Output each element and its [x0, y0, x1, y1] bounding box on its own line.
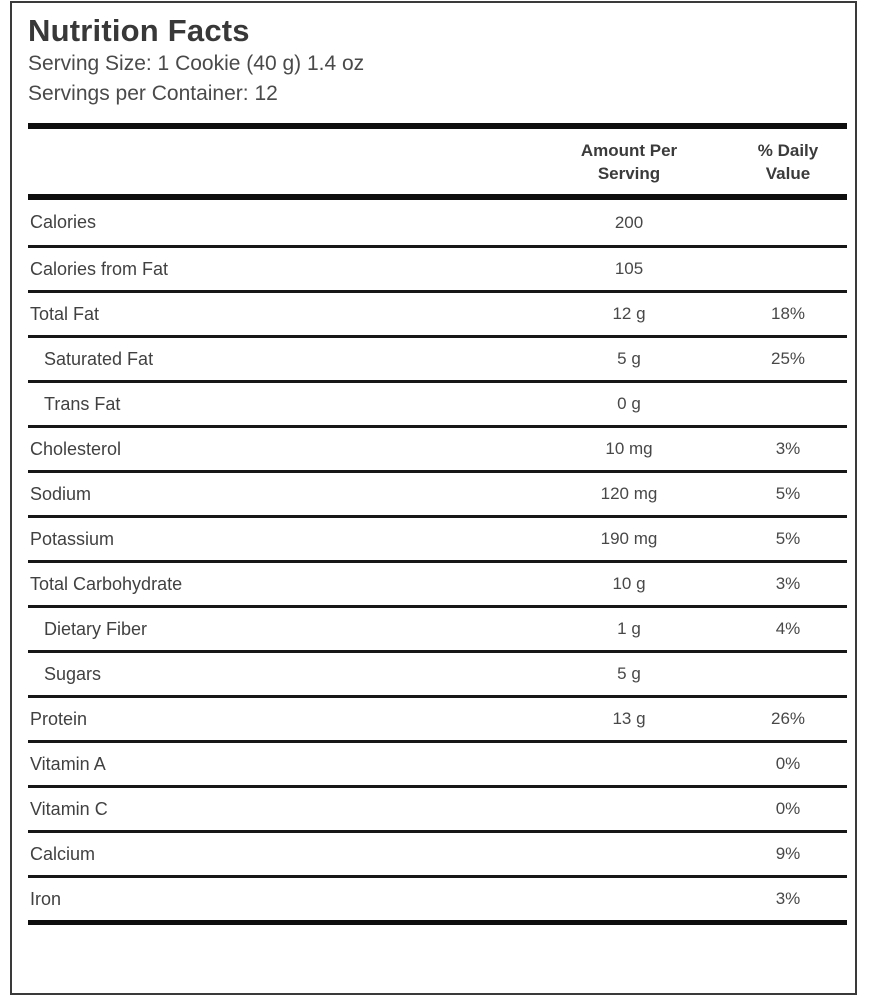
nutrient-daily-value: 3% — [775, 889, 801, 909]
table-row: Iron 3% — [28, 875, 847, 920]
nutrition-facts-label: Nutrition Facts Serving Size: 1 Cookie (… — [10, 1, 857, 995]
nutrient-name: Protein — [30, 708, 88, 729]
nutrient-name: Trans Fat — [44, 393, 121, 414]
nutrient-daily-value: 0% — [775, 754, 801, 774]
nutrient-daily-value: 3% — [775, 574, 801, 594]
daily-value-header: % Daily Value — [757, 140, 819, 184]
nutrient-amount: 5 g — [617, 349, 641, 369]
nutrient-name: Calcium — [30, 843, 96, 864]
nutrient-name: Iron — [30, 888, 62, 909]
header-bottom-bar — [28, 194, 847, 201]
nutrient-amount: 120 mg — [600, 484, 658, 504]
nutrient-name: Calories from Fat — [30, 258, 169, 279]
table-row: Total Fat 12 g 18% — [28, 290, 847, 335]
table-row: Calcium 9% — [28, 830, 847, 875]
nutrient-name: Vitamin A — [30, 753, 106, 774]
nutrient-name: Calories — [30, 212, 97, 233]
page-title: Nutrition Facts — [28, 13, 250, 48]
table-row: Vitamin C 0% — [28, 785, 847, 830]
nutrient-daily-value: 26% — [770, 709, 806, 729]
table-row: Protein 13 g 26% — [28, 695, 847, 740]
nutrient-name: Saturated Fat — [44, 348, 154, 369]
nutrient-daily-value: 9% — [775, 844, 801, 864]
nutrient-name: Total Carbohydrate — [30, 573, 183, 594]
header-top-bar — [28, 122, 847, 129]
table-row: Trans Fat 0 g — [28, 380, 847, 425]
nutrient-name: Sugars — [44, 663, 102, 684]
nutrient-amount: 0 g — [617, 394, 641, 414]
amount-per-serving-header: Amount Per Serving — [580, 140, 678, 184]
nutrient-column-header — [28, 139, 529, 187]
nutrient-amount: 200 — [614, 212, 644, 232]
nutrient-amount: 190 mg — [600, 529, 658, 549]
nutrient-daily-value: 5% — [775, 484, 801, 504]
servings-per-container-text: Servings per Container: 12 — [28, 81, 278, 105]
table-body: Calories 200 Calories from Fat 105 Total… — [28, 200, 847, 920]
table-row: Calories 200 — [28, 200, 847, 245]
nutrient-amount: 10 mg — [605, 439, 653, 459]
nutrient-daily-value: 0% — [775, 799, 801, 819]
nutrient-amount: 12 g — [612, 304, 646, 324]
nutrient-name: Total Fat — [30, 303, 100, 324]
nutrient-name: Cholesterol — [30, 438, 122, 459]
nutrient-daily-value: 3% — [775, 439, 801, 459]
table-row: Calories from Fat 105 — [28, 245, 847, 290]
nutrient-daily-value: 4% — [775, 619, 801, 639]
table-row: Sodium 120 mg 5% — [28, 470, 847, 515]
nutrient-daily-value: 5% — [775, 529, 801, 549]
table-row: Dietary Fiber 1 g 4% — [28, 605, 847, 650]
table-row: Potassium 190 mg 5% — [28, 515, 847, 560]
nutrient-amount: 5 g — [617, 664, 641, 684]
table-row: Cholesterol 10 mg 3% — [28, 425, 847, 470]
nutrient-name: Sodium — [30, 483, 92, 504]
table-row: Total Carbohydrate 10 g 3% — [28, 560, 847, 605]
table-header-row: Amount Per Serving % Daily Value — [28, 129, 847, 195]
nutrient-daily-value: 25% — [770, 349, 806, 369]
nutrition-table: Amount Per Serving % Daily Value Calorie… — [28, 122, 847, 926]
table-row: Vitamin A 0% — [28, 740, 847, 785]
table-row: Saturated Fat 5 g 25% — [28, 335, 847, 380]
nutrient-name: Potassium — [30, 528, 115, 549]
nutrient-name: Dietary Fiber — [44, 618, 148, 639]
table-bottom-bar — [28, 920, 847, 926]
nutrient-daily-value: 18% — [770, 304, 806, 324]
nutrient-name: Vitamin C — [30, 798, 108, 819]
nutrient-amount: 1 g — [617, 619, 641, 639]
table-row: Sugars 5 g — [28, 650, 847, 695]
nutrient-amount: 13 g — [612, 709, 646, 729]
nutrient-amount: 10 g — [612, 574, 646, 594]
serving-size-text: Serving Size: 1 Cookie (40 g) 1.4 oz — [28, 51, 365, 75]
nutrient-amount: 105 — [614, 259, 644, 279]
